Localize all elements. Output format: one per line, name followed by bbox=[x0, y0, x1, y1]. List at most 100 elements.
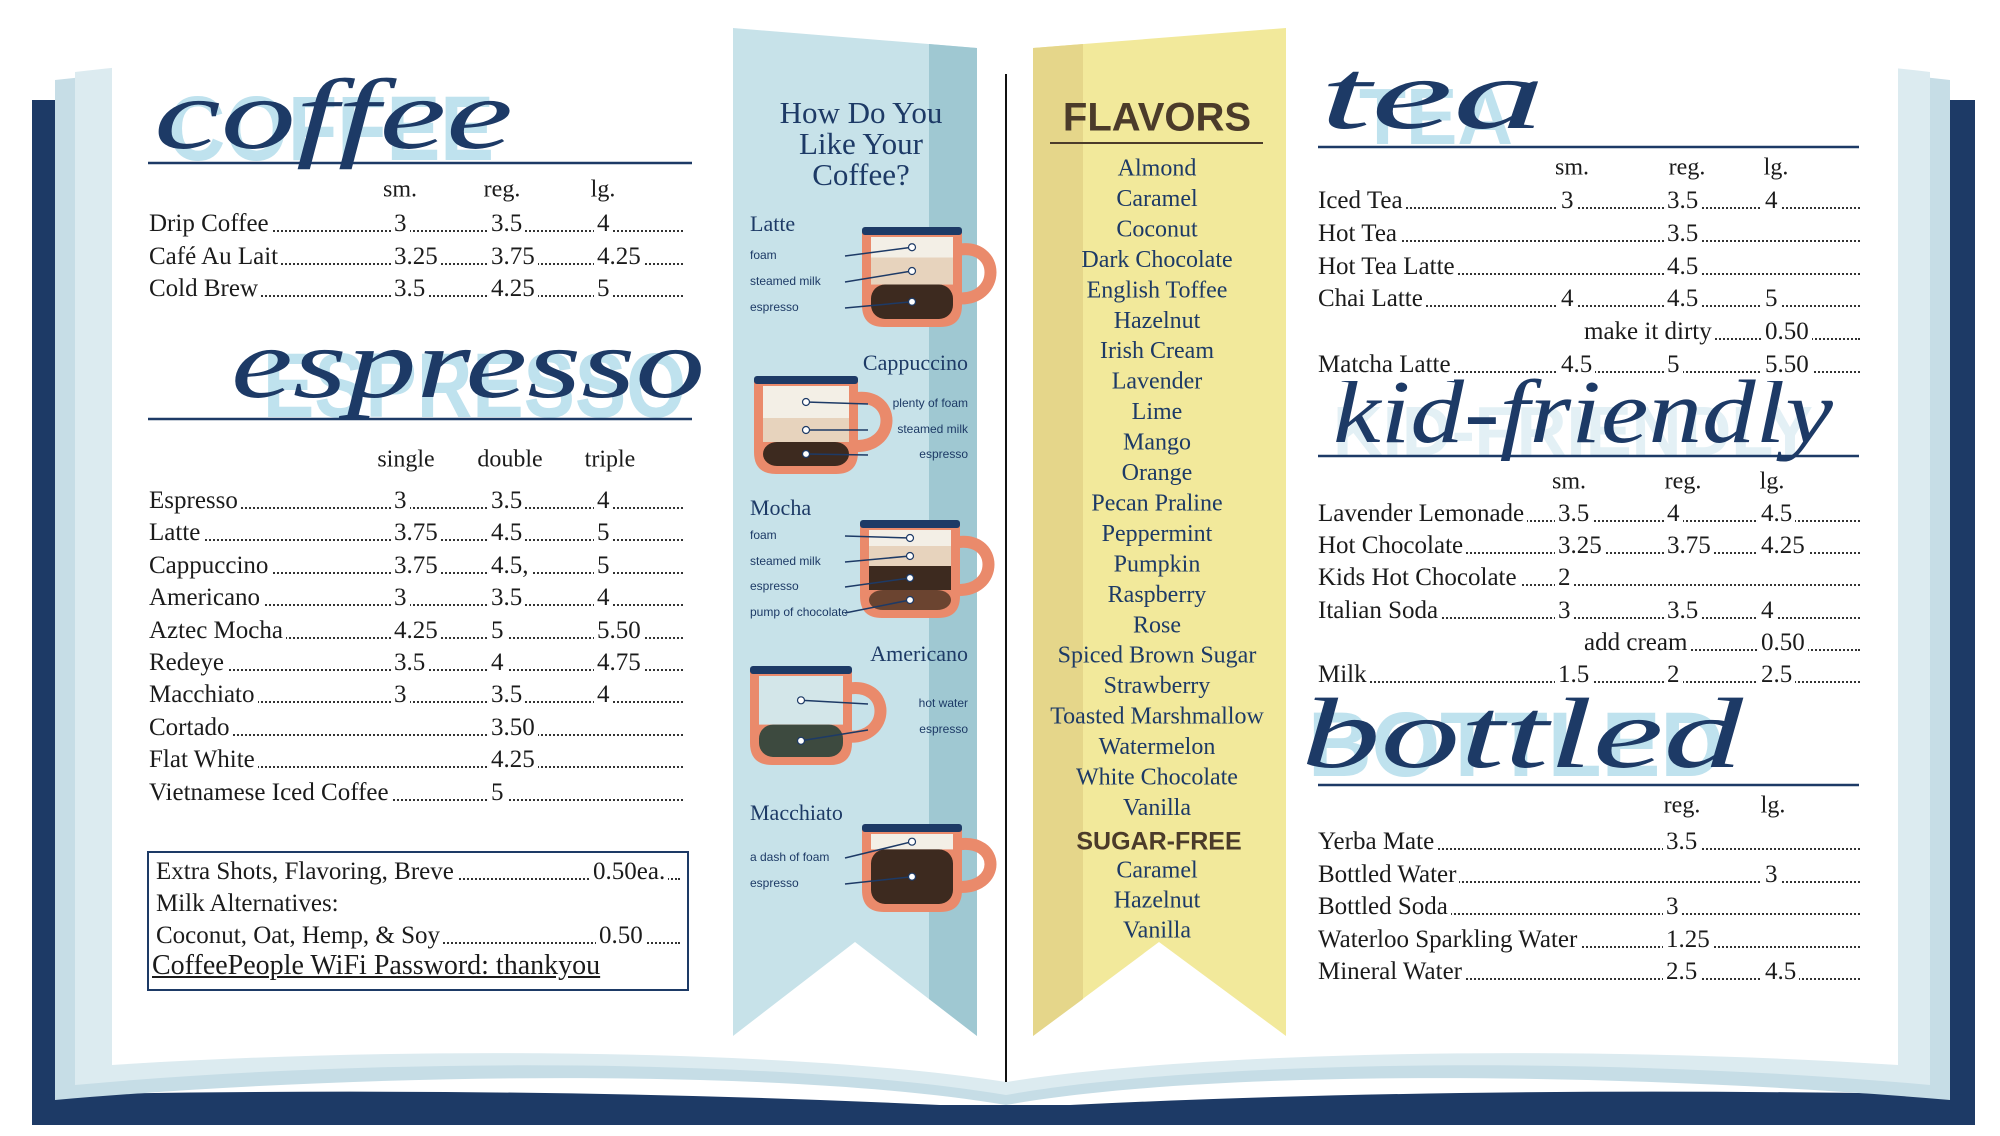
price: 3.75 bbox=[488, 240, 538, 273]
menu-row: Kids Hot Chocolate 2 bbox=[1318, 562, 1860, 595]
leader bbox=[1318, 239, 1860, 242]
flavor: Caramel bbox=[1116, 186, 1198, 212]
part-pointer bbox=[844, 270, 913, 283]
price: 3.5 bbox=[488, 208, 526, 240]
guide-title: How Do You bbox=[780, 95, 943, 130]
price: 0.50 bbox=[1762, 316, 1812, 349]
flavor: Hazelnut bbox=[1114, 888, 1201, 914]
price: 3.75 bbox=[391, 549, 441, 582]
item-name: Milk bbox=[1318, 659, 1370, 691]
part-label: foam bbox=[750, 248, 777, 262]
part-pointer bbox=[844, 577, 911, 588]
menu-row: Flat White 4.25 bbox=[149, 744, 683, 777]
extra-row: add cream 0.50 bbox=[1584, 626, 1860, 659]
menu-row: Aztec Mocha 4.25 5 5.50 bbox=[149, 614, 683, 647]
price: 3 bbox=[391, 485, 410, 517]
leader bbox=[149, 766, 683, 769]
price: 4 bbox=[594, 582, 613, 615]
price: 5 bbox=[488, 776, 507, 809]
item-name: Italian Soda bbox=[1318, 594, 1442, 627]
drink-name: Macchiato bbox=[750, 800, 843, 825]
price: 4.75 bbox=[594, 647, 644, 679]
flavor: Strawberry bbox=[1104, 673, 1211, 699]
menu-row: Drip Coffee 3 3.5 4 bbox=[149, 208, 683, 240]
item-name: Americano bbox=[149, 582, 264, 615]
part-dot bbox=[905, 551, 915, 561]
leader bbox=[149, 507, 683, 509]
item-name: Espresso bbox=[149, 485, 241, 517]
part-dot bbox=[905, 573, 915, 583]
price: 3.25 bbox=[391, 240, 441, 273]
price: 5 bbox=[594, 517, 613, 550]
price: 3.5 bbox=[1663, 826, 1701, 858]
item-name: Matcha Latte bbox=[1318, 349, 1454, 381]
price: 3.5 bbox=[1664, 185, 1702, 217]
menu-row: Iced Tea 3 3.5 4 bbox=[1318, 185, 1860, 217]
part-dot bbox=[796, 736, 806, 745]
part-label: foam bbox=[750, 528, 777, 542]
cup-rim bbox=[754, 376, 858, 384]
item-name: Cold Brew bbox=[149, 273, 262, 305]
drink-name: Mocha bbox=[750, 495, 811, 520]
cup-handle bbox=[954, 837, 997, 893]
flavor: Spiced Brown Sugar bbox=[1058, 643, 1257, 669]
flavor: Caramel bbox=[1116, 858, 1198, 884]
item-name: Milk Alternatives: bbox=[156, 888, 342, 920]
cup-handle bbox=[952, 535, 995, 596]
part-label: hot water bbox=[919, 696, 968, 710]
sugar-free-title: SUGAR-FREE bbox=[1076, 828, 1241, 856]
price: 3.5 bbox=[1664, 594, 1702, 627]
heading-block: BOTTLED bbox=[1308, 694, 1724, 796]
part-label: steamed milk bbox=[897, 422, 969, 436]
column-header: double bbox=[477, 446, 543, 473]
price: 4 bbox=[488, 647, 507, 679]
column-header: lg. bbox=[1759, 468, 1785, 495]
price: 4 bbox=[594, 485, 613, 517]
price: 5 bbox=[1762, 283, 1781, 316]
heading-script: tea bbox=[1320, 39, 1545, 150]
flavor: Mango bbox=[1123, 430, 1191, 456]
part-pointer bbox=[800, 699, 869, 705]
price: 1.25 bbox=[1663, 923, 1713, 956]
notes-box bbox=[147, 851, 689, 991]
menu-row: Macchiato 3 3.5 4 bbox=[149, 679, 683, 712]
menu-row: Café Au Lait 3.25 3.75 4.25 bbox=[149, 240, 683, 273]
part-pointer bbox=[805, 401, 869, 405]
right-ribbon bbox=[1033, 28, 1286, 1036]
cup-handle bbox=[844, 682, 887, 743]
menu-row: Redeye 3.5 4 4.75 bbox=[149, 647, 683, 679]
menu-row: Hot Tea 3.5 bbox=[1318, 217, 1860, 250]
item-name: Chai Latte bbox=[1318, 283, 1426, 316]
column-header: sm. bbox=[382, 176, 418, 203]
menu-row: Lavender Lemonade 3.5 4 4.5 bbox=[1318, 498, 1860, 530]
price: 3.5 bbox=[391, 273, 429, 305]
price: 4 bbox=[1558, 283, 1577, 316]
note-row: Coconut, Oat, Hemp, & Soy 0.50 bbox=[156, 920, 680, 952]
flavor: Lavender bbox=[1112, 369, 1203, 395]
price: 3.5 bbox=[488, 485, 526, 517]
flavor: Hazelnut bbox=[1114, 308, 1201, 334]
cup-handle bbox=[954, 243, 997, 305]
item-name: Bottled Soda bbox=[1318, 891, 1451, 923]
price: 4.5 bbox=[1664, 283, 1702, 316]
part-pointer bbox=[800, 729, 869, 742]
item-name: Kids Hot Chocolate bbox=[1318, 562, 1520, 595]
flavor: Coconut bbox=[1116, 216, 1198, 242]
price: 3 bbox=[391, 679, 410, 712]
menu-row: Hot Tea Latte 4.5 bbox=[1318, 250, 1860, 283]
column-header: reg. bbox=[1668, 154, 1706, 181]
flavor: English Toffee bbox=[1087, 277, 1228, 303]
part-pointer bbox=[805, 453, 869, 456]
price: 0.50 bbox=[1758, 626, 1808, 659]
price: 3.5 bbox=[391, 647, 429, 679]
item-name: Macchiato bbox=[149, 679, 258, 712]
price: 4.5 bbox=[1664, 250, 1702, 283]
menu-row: Matcha Latte 4.5 5 5.50 bbox=[1318, 349, 1860, 381]
leader bbox=[1318, 272, 1860, 275]
flavor: Peppermint bbox=[1102, 521, 1213, 547]
cup-rim bbox=[862, 824, 962, 832]
leader bbox=[149, 798, 683, 801]
wifi: CoffeePeople WiFi Password: thankyou bbox=[152, 950, 601, 981]
part-dot bbox=[905, 595, 915, 605]
